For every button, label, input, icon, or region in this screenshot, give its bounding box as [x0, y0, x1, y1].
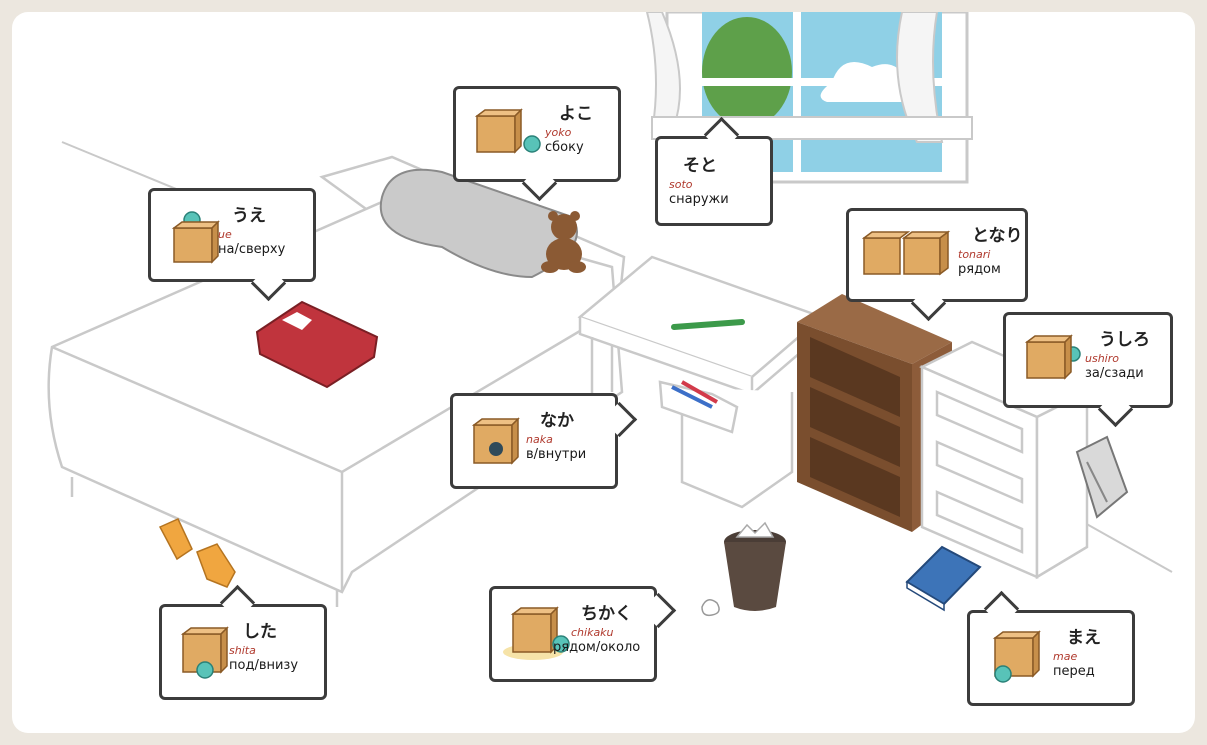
term-meaning: в/внутри	[526, 447, 587, 462]
socks	[158, 518, 236, 588]
term-meaning: снаружи	[669, 192, 729, 207]
term-kana: ちかく	[581, 604, 632, 624]
newspaper	[1075, 435, 1129, 519]
white-shelf	[919, 340, 1090, 580]
curtain-right	[896, 12, 944, 143]
term-kana: した	[243, 622, 277, 642]
callout-text: なか naka в/внутри	[526, 411, 646, 463]
term-romaji: ushiro	[1085, 352, 1119, 365]
callout-text: ちかく chikaku рядом/около	[553, 604, 673, 656]
callout-chikaku: ちかく chikaku рядом/около	[489, 586, 677, 682]
callout-text: となり tonari рядом	[958, 226, 1078, 278]
term-meaning: под/внизу	[229, 658, 299, 673]
box-with-ball-inside-icon	[472, 417, 520, 465]
teddy-bear	[541, 211, 586, 273]
term-romaji: chikaku	[571, 626, 614, 639]
window	[645, 12, 973, 184]
crumpled-paper	[701, 599, 720, 617]
term-kana: そと	[683, 156, 717, 176]
term-kana: となり	[972, 226, 1023, 246]
folded-shirt	[255, 300, 379, 389]
callout-box	[655, 136, 773, 226]
callout-text: うえ ue на/сверху	[218, 206, 338, 258]
box-with-ball-behind-icon	[1025, 334, 1081, 380]
term-meaning: сбоку	[545, 140, 584, 155]
pillow	[379, 168, 578, 279]
term-romaji: soto	[669, 178, 693, 191]
trash-can	[724, 521, 786, 611]
box-with-ball-under-icon	[181, 626, 229, 679]
callout-tonari: となり tonari рядом	[846, 208, 1028, 322]
tree-foliage	[702, 17, 792, 127]
term-kana: よこ	[559, 104, 593, 124]
term-kana: うえ	[232, 206, 266, 226]
box-with-ball-in-front-icon	[992, 630, 1041, 683]
callout-shita: した shita под/внизу	[159, 584, 327, 700]
term-romaji: shita	[229, 644, 256, 657]
term-kana: うしろ	[1099, 330, 1150, 350]
illustration-frame: うえ ue на/сверху よこ yoko сбоку そと soto сн…	[12, 12, 1195, 733]
term-romaji: mae	[1053, 650, 1078, 663]
term-romaji: tonari	[958, 248, 991, 261]
callout-yoko: よこ yoko сбоку	[453, 86, 621, 202]
callout-box	[450, 393, 618, 489]
callout-text: した shita под/внизу	[229, 622, 349, 674]
term-kana: なか	[540, 411, 574, 431]
term-kana: まえ	[1067, 628, 1101, 648]
callout-text: まえ mae перед	[1053, 628, 1173, 680]
term-meaning: рядом	[958, 262, 1001, 277]
callout-text: うしろ ushiro за/сзади	[1085, 330, 1195, 382]
callout-text: よこ yoko сбоку	[545, 104, 665, 156]
term-meaning: за/сзади	[1085, 366, 1144, 381]
callout-soto: そと soto снаружи	[655, 116, 773, 226]
term-romaji: ue	[218, 228, 232, 241]
callout-ue: うえ ue на/сверху	[148, 188, 316, 302]
blue-book	[905, 545, 982, 612]
room-scene	[47, 12, 1173, 617]
box-with-ball-near-icon	[503, 606, 570, 660]
callout-text: そと soto снаружи	[669, 156, 789, 208]
pens	[671, 319, 745, 409]
term-romaji: naka	[526, 433, 553, 446]
term-meaning: перед	[1053, 664, 1095, 679]
term-meaning: рядом/около	[553, 640, 641, 655]
callout-naka: なか naka в/внутри	[450, 393, 638, 489]
box-with-ball-beside-icon	[475, 108, 541, 154]
box-with-ball-on-top-icon	[171, 211, 220, 264]
desk	[577, 255, 825, 509]
callout-ushiro: うしろ ushiro за/сзади	[1003, 312, 1173, 428]
callout-mae: まえ mae перед	[967, 590, 1135, 706]
term-meaning: на/сверху	[218, 242, 286, 257]
callout-box	[967, 610, 1135, 706]
two-boxes-side-by-side-icon	[862, 230, 951, 276]
term-romaji: yoko	[545, 126, 572, 139]
